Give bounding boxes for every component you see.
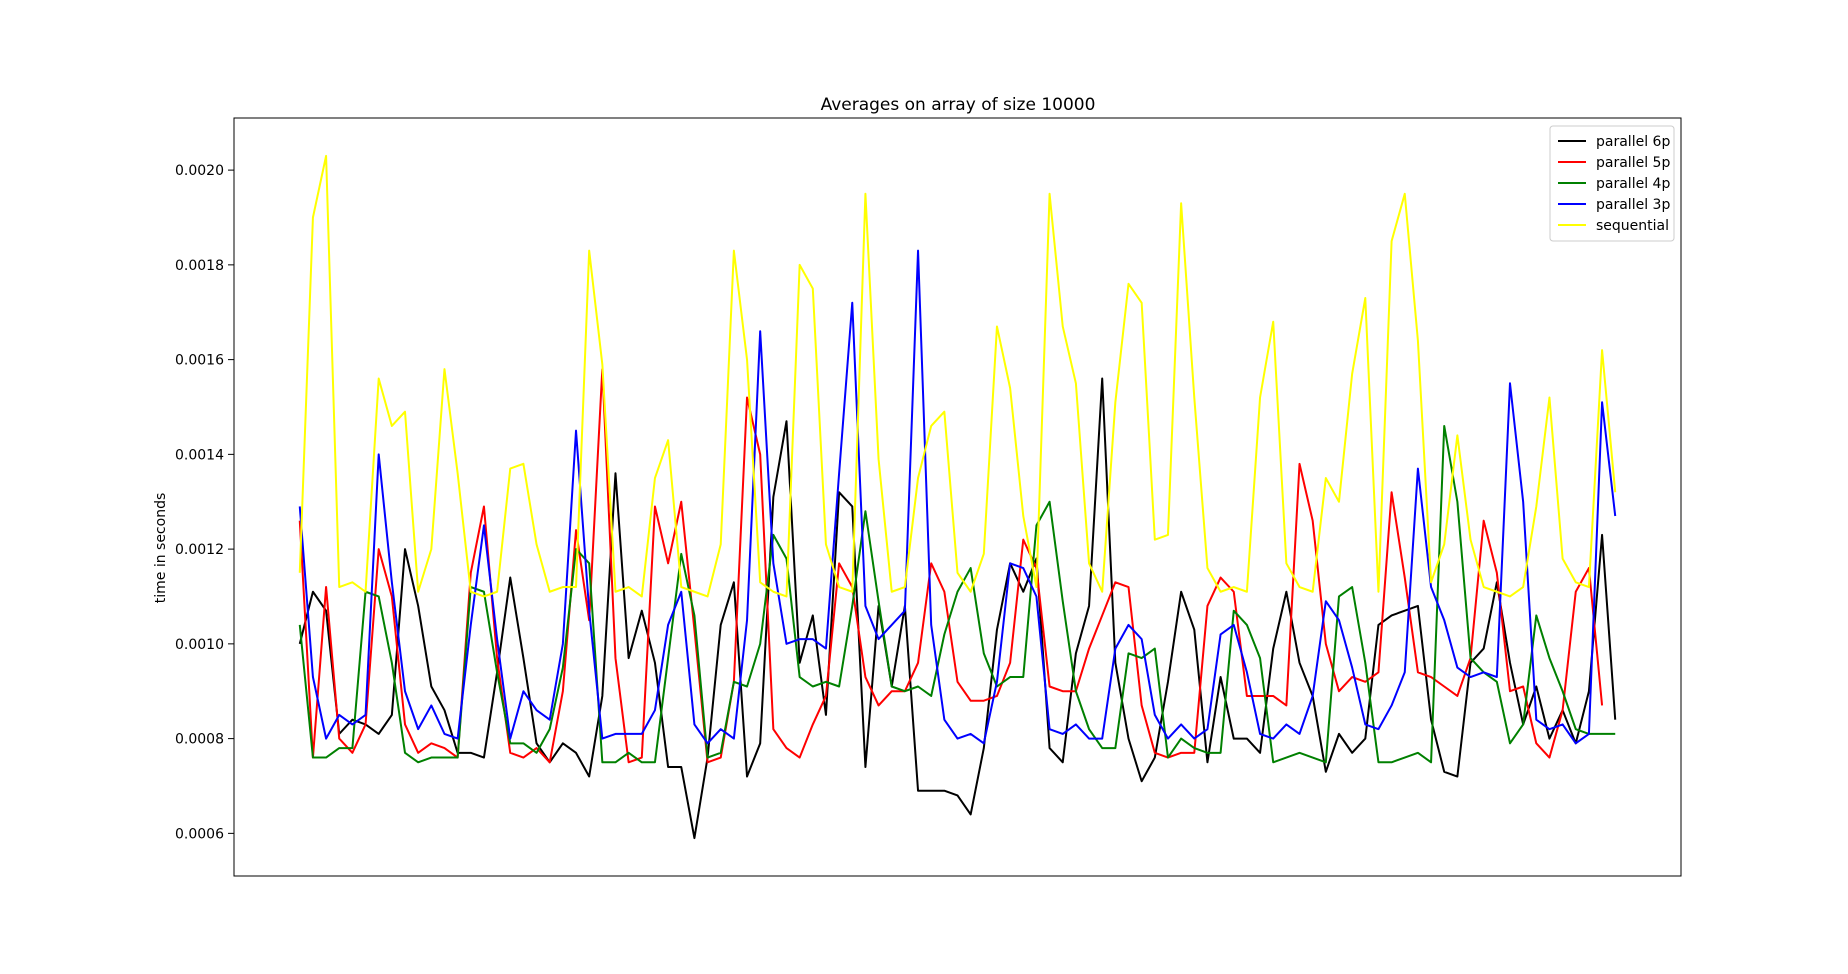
y-tick-label: 0.0008 <box>175 732 224 748</box>
y-tick-label: 0.0016 <box>175 353 224 369</box>
y-tick-label: 0.0014 <box>175 447 224 463</box>
series-line-parallel-3p <box>298 249 1617 745</box>
series-line-sequential <box>298 154 1617 598</box>
legend-box <box>1549 125 1675 242</box>
series-group <box>298 154 1617 840</box>
y-axis-ticks: 0.0006 0.0008 0.0010 0.0012 0.0014 0.0016 0.00… <box>175 163 234 842</box>
legend-label: parallel 4p <box>1596 176 1670 192</box>
y-tick-label: 0.0012 <box>175 542 224 558</box>
legend-label: parallel 3p <box>1596 197 1670 213</box>
y-tick-label: 0.0006 <box>175 826 224 842</box>
chart-title: Averages on array of size 10000 <box>821 95 1096 115</box>
series-line-parallel-5p <box>298 368 1604 764</box>
y-tick-label: 0.0010 <box>175 637 224 653</box>
legend-label: parallel 5p <box>1596 155 1670 171</box>
y-axis-label: time in seconds <box>153 493 169 604</box>
legend-label: parallel 6p <box>1596 134 1670 150</box>
y-tick-label: 0.0018 <box>175 258 224 274</box>
y-tick-label: 0.0020 <box>175 163 224 179</box>
legend-label: sequential <box>1596 218 1669 234</box>
series-line-parallel-6p <box>298 377 1617 840</box>
series-line-parallel-4p <box>298 424 1616 764</box>
plot-frame <box>233 117 1682 877</box>
legend: parallel 6p parallel 5p parallel 4p paralle… <box>1549 125 1675 242</box>
